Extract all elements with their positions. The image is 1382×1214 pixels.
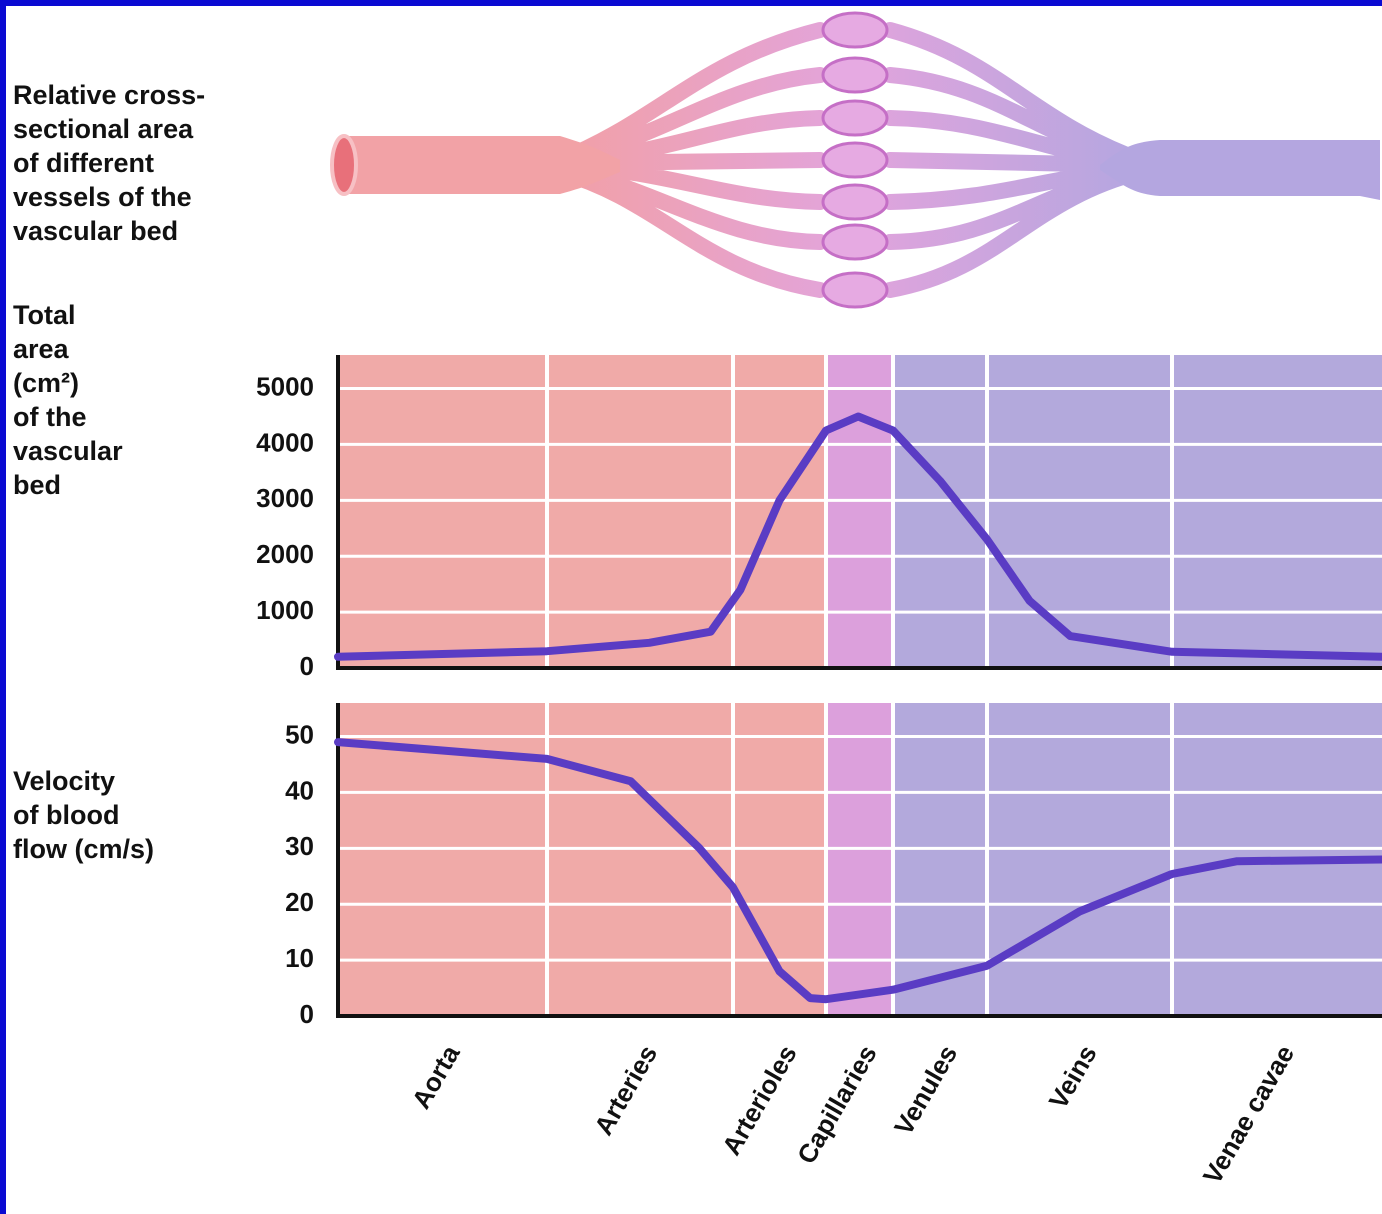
diagram-label: vascular bed — [13, 216, 178, 246]
y-tick-label: 20 — [285, 887, 314, 917]
y-axis-label: vascular — [13, 436, 123, 466]
aorta-tube — [344, 136, 620, 194]
y-tick-label: 2000 — [256, 539, 314, 569]
region-band — [1172, 355, 1382, 668]
region-band — [987, 355, 1172, 668]
x-tick-label: Venae cavae — [1197, 1040, 1300, 1189]
y-axis-label: Velocity — [13, 766, 115, 796]
y-tick-label: 40 — [285, 775, 314, 805]
diagram-label: Relative cross- — [13, 80, 205, 110]
y-axis-label: area — [13, 334, 70, 364]
top-border — [0, 0, 1382, 6]
y-tick-label: 5000 — [256, 371, 314, 401]
region-band — [733, 355, 826, 668]
region-band — [893, 355, 987, 668]
x-tick-label: Venules — [888, 1040, 963, 1140]
y-tick-label: 0 — [300, 651, 314, 681]
y-tick-label: 4000 — [256, 427, 314, 457]
figure: Relative cross-sectional area of differen… — [0, 0, 1382, 1214]
y-axis-label: (cm²) — [13, 368, 79, 398]
y-tick-label: 1000 — [256, 595, 314, 625]
page: {"diagram": {"label": ["Relative cross-"… — [0, 0, 1382, 1214]
y-axis-label: flow (cm/s) — [13, 834, 154, 864]
x-tick-label: Capillaries — [791, 1040, 883, 1169]
diagram-label: sectional area — [13, 114, 194, 144]
region-band — [987, 703, 1172, 1016]
left-border — [0, 0, 6, 1214]
region-band — [826, 355, 893, 668]
y-tick-label: 10 — [285, 943, 314, 973]
region-band — [547, 355, 733, 668]
vena-cava-tube — [1100, 140, 1380, 200]
capillary-beds — [823, 13, 887, 307]
aorta-opening — [332, 136, 356, 194]
y-axis-label: bed — [13, 470, 61, 500]
y-tick-label: 0 — [300, 999, 314, 1029]
x-tick-label: Arteries — [588, 1040, 663, 1140]
region-band — [826, 703, 893, 1016]
y-axis-label: of blood — [13, 800, 119, 830]
x-tick-label: Veins — [1043, 1040, 1103, 1114]
y-tick-label: 3000 — [256, 483, 314, 513]
y-tick-label: 30 — [285, 831, 314, 861]
x-tick-label: Aorta — [406, 1040, 466, 1114]
region-band — [338, 355, 547, 668]
y-axis-label: Total — [13, 300, 76, 330]
x-tick-label: Arterioles — [716, 1040, 803, 1160]
y-tick-label: 50 — [285, 719, 314, 749]
y-axis-label: of the — [13, 402, 87, 432]
diagram-label: vessels of the — [13, 182, 192, 212]
diagram-label: of different — [13, 148, 154, 178]
